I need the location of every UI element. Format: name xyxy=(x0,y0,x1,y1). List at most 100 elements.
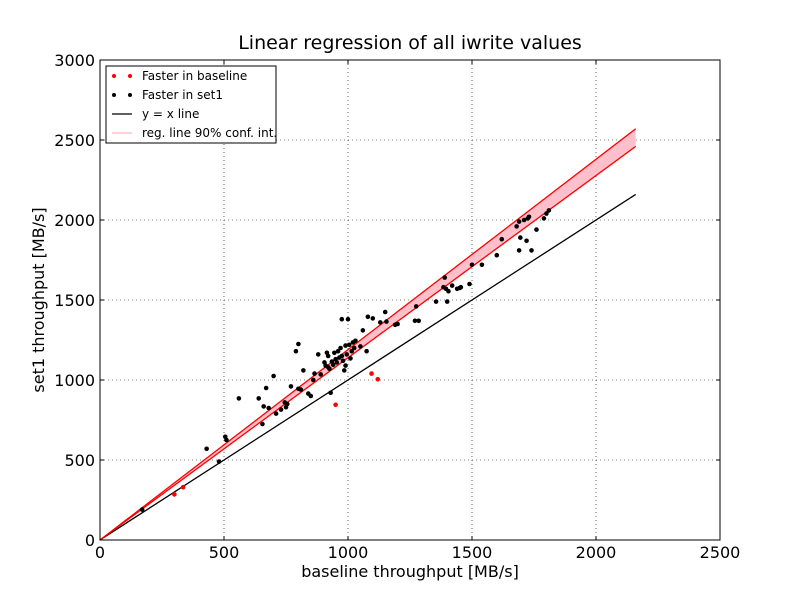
set1-faster-point xyxy=(341,368,347,373)
set1-faster-point xyxy=(298,387,304,392)
set1-faster-point xyxy=(343,363,348,368)
set1-faster-point xyxy=(284,401,290,407)
set1-faster-point xyxy=(325,353,331,359)
set1-faster-point xyxy=(467,281,472,287)
set1-faster-point xyxy=(344,352,350,357)
y-tick-label: 1000 xyxy=(54,371,95,390)
set1-faster-point xyxy=(518,235,523,240)
set1-faster-point xyxy=(216,459,222,464)
set1-faster-point xyxy=(365,314,371,320)
set1-faster-point xyxy=(340,358,346,364)
set1-faster-point xyxy=(370,316,376,321)
set1-faster-point xyxy=(318,372,324,377)
set1-faster-point xyxy=(139,507,145,512)
legend-label: reg. line 90% conf. int. xyxy=(142,126,277,140)
set1-faster-point xyxy=(308,393,314,399)
legend-label: y = x line xyxy=(142,107,199,121)
set1-faster-point xyxy=(416,318,421,324)
set1-faster-point xyxy=(433,299,439,304)
y-tick-label: 2000 xyxy=(54,211,95,230)
set1-faster-point xyxy=(364,348,369,354)
baseline-faster-point xyxy=(333,402,338,408)
set1-faster-point xyxy=(315,352,321,357)
set1-faster-point xyxy=(458,284,464,290)
set1-faster-point xyxy=(310,377,316,383)
baseline-faster-point xyxy=(180,484,186,490)
set1-faster-point xyxy=(224,437,229,443)
set1-faster-point xyxy=(544,211,549,216)
set1-faster-point xyxy=(384,319,389,324)
set1-faster-point xyxy=(334,360,340,365)
set1-faster-point xyxy=(273,411,279,416)
set1-faster-point xyxy=(413,304,419,309)
confidence-upper-line xyxy=(99,128,637,541)
legend-label: Faster in set1 xyxy=(142,88,223,102)
set1-faster-point xyxy=(377,320,383,325)
set1-faster-point xyxy=(541,216,547,221)
set1-faster-point xyxy=(395,321,400,327)
y-axis-label: set1 throughput [MB/s] xyxy=(29,207,48,392)
set1-faster-point xyxy=(412,318,418,324)
axis-ticks: 0 500 1000 1500 2000 2500 0 500 1000 1500 2000 2500… xyxy=(54,51,740,562)
set1-faster-point xyxy=(204,446,209,452)
x-tick-label: 1000 xyxy=(328,543,369,562)
set1-faster-point xyxy=(521,217,527,223)
baseline-faster-point xyxy=(369,371,374,376)
set1-faster-point xyxy=(261,404,266,409)
set1-faster-point xyxy=(260,421,265,427)
set1-faster-point xyxy=(353,338,358,344)
set1-faster-point xyxy=(348,356,353,361)
set1-faster-point xyxy=(236,396,242,401)
data-points xyxy=(139,208,552,512)
set1-faster-point xyxy=(301,368,306,373)
set1-faster-point xyxy=(442,275,448,280)
set1-faster-point xyxy=(382,309,388,315)
set1-faster-point xyxy=(278,407,284,412)
set1-faster-point xyxy=(288,384,294,389)
set1-faster-point xyxy=(339,353,345,359)
set1-faster-point xyxy=(526,214,532,220)
chart-title: Linear regression of all iwrite values xyxy=(238,32,582,54)
set1-faster-point xyxy=(296,341,301,347)
set1-faster-point xyxy=(499,236,505,242)
set1-faster-point xyxy=(256,396,262,401)
baseline-faster-point xyxy=(172,492,177,497)
set1-faster-point xyxy=(449,283,455,288)
set1-faster-point xyxy=(266,405,271,411)
set1-faster-point xyxy=(327,366,332,372)
set1-faster-point xyxy=(444,299,450,304)
set1-faster-point xyxy=(349,348,355,354)
set1-faster-point xyxy=(514,224,519,229)
legend: Faster in baseline Faster in set1 y = x li… xyxy=(105,65,277,144)
set1-faster-point xyxy=(293,348,299,354)
set1-faster-point xyxy=(346,342,352,348)
y-tick-label: 500 xyxy=(64,451,95,470)
legend-marker xyxy=(128,93,132,97)
y-tick-label: 3000 xyxy=(54,51,95,70)
x-tick-label: 500 xyxy=(209,543,240,562)
set1-faster-point xyxy=(360,328,366,333)
legend-marker xyxy=(112,93,116,97)
set1-faster-point xyxy=(524,238,529,244)
set1-faster-point xyxy=(469,262,475,268)
set1-faster-point xyxy=(330,362,336,368)
set1-faster-point xyxy=(335,348,341,354)
identity-line xyxy=(99,193,637,541)
set1-faster-point xyxy=(343,343,348,348)
set1-faster-point xyxy=(358,344,363,349)
x-tick-label: 2500 xyxy=(700,543,741,562)
set1-faster-point xyxy=(271,373,276,379)
set1-faster-point xyxy=(339,316,345,322)
set1-faster-point xyxy=(312,371,317,376)
x-tick-label: 1500 xyxy=(452,543,493,562)
x-tick-label: 0 xyxy=(95,543,105,562)
set1-faster-point xyxy=(351,345,357,351)
set1-faster-point xyxy=(529,248,534,253)
baseline-faster-point xyxy=(375,376,381,382)
legend-label: Faster in baseline xyxy=(142,69,247,83)
set1-faster-point xyxy=(534,227,539,232)
set1-faster-point xyxy=(446,288,451,294)
set1-faster-point xyxy=(345,316,351,322)
y-tick-label: 0 xyxy=(85,531,95,550)
